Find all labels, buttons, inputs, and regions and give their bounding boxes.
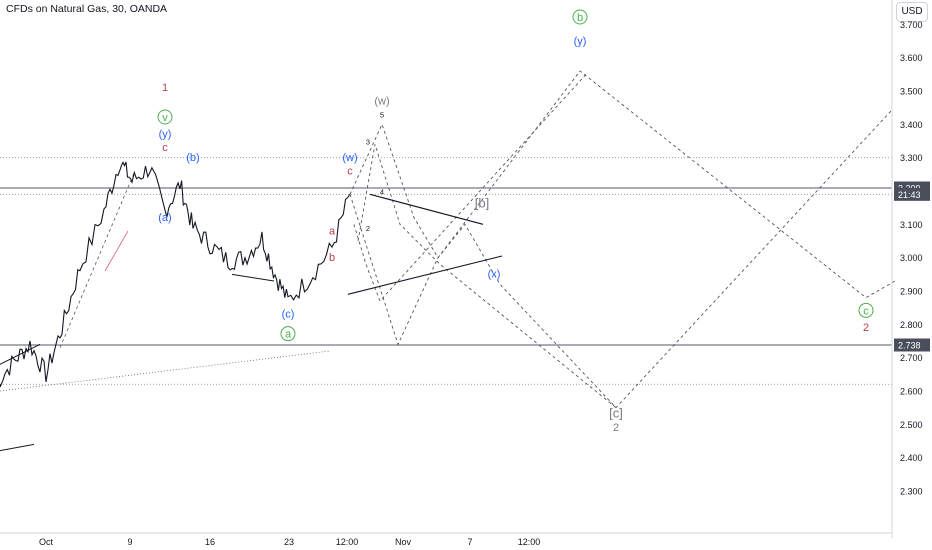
wave-label: (y)	[574, 35, 587, 47]
wave-label: [b]	[475, 196, 489, 211]
wave-label: b	[329, 252, 335, 264]
wave-label: 2	[613, 422, 619, 434]
x-tick-label: 9	[127, 537, 132, 547]
price-series-line	[0, 161, 351, 388]
projection-path-c	[357, 144, 617, 409]
wave-label: 2	[863, 322, 869, 334]
y-tick-label: 2.500	[900, 420, 923, 430]
channel-line-dashed	[59, 170, 136, 348]
wave-label: 3	[366, 137, 370, 146]
wave-label: (w)	[374, 95, 389, 107]
y-tick-label: 3.500	[900, 87, 923, 97]
price-tag-label: 2.738	[898, 341, 921, 351]
x-tick-label: 7	[467, 537, 472, 547]
price-line	[0, 161, 351, 388]
wave-label: v	[162, 112, 168, 124]
wave-label: b	[577, 12, 583, 24]
wave-label: 4	[380, 187, 384, 196]
x-tick-label: Nov	[395, 537, 412, 547]
wave-label: c	[863, 305, 869, 317]
wave-label-circle	[572, 9, 588, 25]
y-tick-label: 2.900	[900, 287, 923, 297]
wave-label: (w)	[342, 152, 357, 164]
wave-labels: 1v(y)c(b)(a)(c)aab(w)c(w)5342[b](x)b(y)[…	[157, 9, 874, 434]
wave-label: (a)	[158, 212, 171, 224]
y-tick-label: 2.800	[900, 320, 923, 330]
x-tick-label: 16	[205, 537, 215, 547]
wave-label: [c]	[609, 406, 623, 421]
x-tick-label: Oct	[39, 537, 54, 547]
x-axis: Oct 9 16 23 12:00 Nov 7 12:00	[0, 532, 892, 547]
wave-label: (c)	[282, 309, 295, 321]
y-tick-label: 2.600	[900, 387, 923, 397]
horizontal-levels	[0, 157, 892, 385]
y-tick-label: 2.700	[900, 353, 923, 363]
wave-label: (x)	[488, 269, 501, 281]
wave-label-circle	[280, 326, 296, 342]
projection-drawings	[0, 70, 896, 452]
price-tag-box	[894, 338, 930, 352]
wave-label: a	[329, 225, 336, 237]
x-tick-label: 12:00	[336, 537, 359, 547]
triangle-lower-line	[347, 255, 503, 295]
price-tag-label: 21:43	[898, 190, 921, 200]
y-tick-label: 3.300	[900, 153, 923, 163]
wave-connector-line	[231, 273, 275, 282]
wave-label-circle	[858, 302, 874, 318]
wave-label: 1	[162, 82, 168, 94]
wave-label: c	[347, 165, 353, 177]
chart-title: CFDs on Natural Gas, 30, OANDA	[6, 3, 168, 15]
y-tick-label: 3.000	[900, 253, 923, 263]
y-tick-label: 3.600	[900, 53, 923, 63]
y-tick-label: 3.100	[900, 220, 923, 230]
lower-trendline-segment	[0, 443, 35, 452]
wave-label: a	[285, 329, 292, 341]
projection-path-alt	[349, 70, 896, 299]
y-tick-label: 2.300	[900, 487, 923, 497]
x-tick-label: 23	[284, 537, 294, 547]
red-channel-line	[104, 230, 129, 272]
projection-path-b	[353, 74, 587, 302]
wave-label: 2	[366, 224, 370, 233]
wave-label: (b)	[186, 152, 199, 164]
triangle-upper-line	[369, 193, 484, 225]
wave-label: 5	[380, 111, 384, 120]
wave-label: (y)	[159, 129, 172, 141]
wave-label-circle	[157, 109, 173, 125]
x-tick-label: 12:00	[518, 537, 541, 547]
y-tick-label: 3.700	[900, 20, 923, 30]
y-tick-label: 2.400	[900, 453, 923, 463]
wave-label: c	[162, 142, 168, 154]
projection-path-main	[349, 110, 892, 409]
y-axis: 3.7003.6003.5003.4003.3003.2003.1003.000…	[891, 0, 923, 538]
price-tag-box	[894, 187, 930, 201]
currency-unit-button[interactable]: USD	[896, 2, 928, 22]
y-tick-label: 3.400	[900, 120, 923, 130]
wedge-line-upper	[0, 343, 41, 365]
price-tags: 3.20921:432.738	[894, 181, 930, 352]
